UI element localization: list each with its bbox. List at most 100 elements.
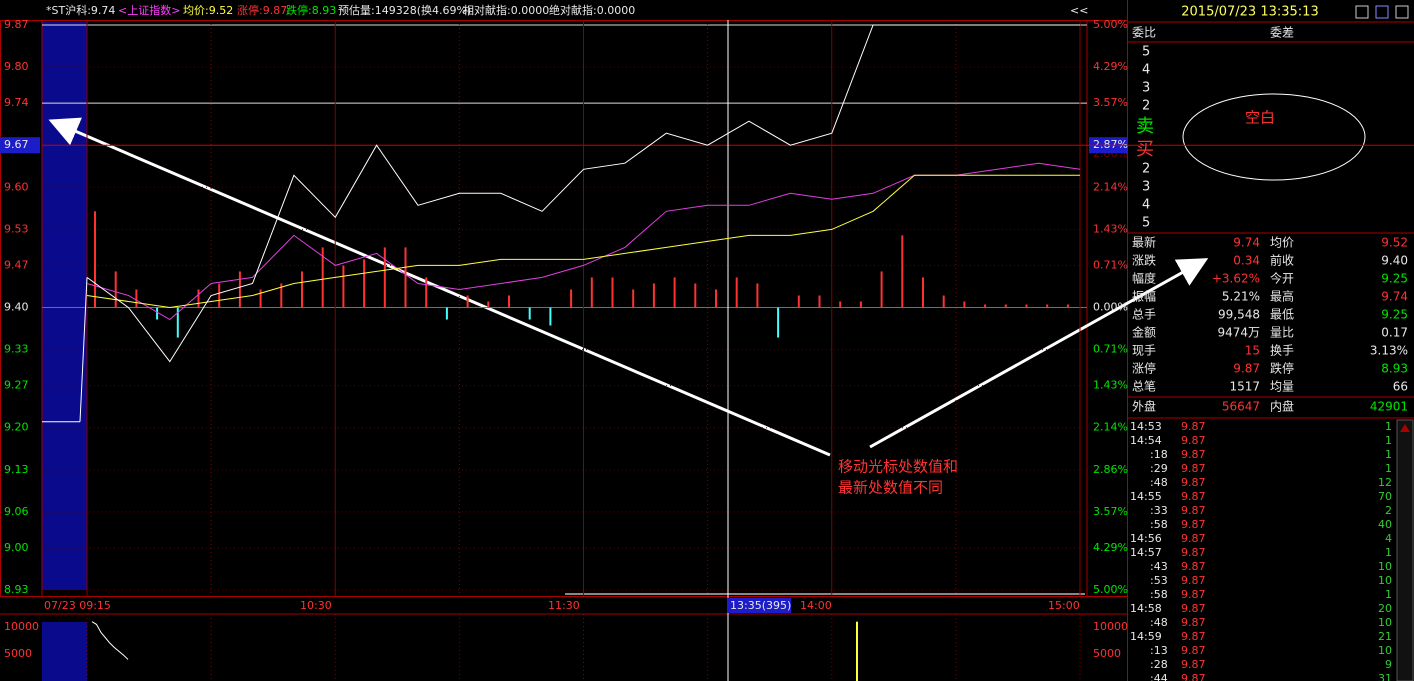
percent-tick-label: 0.71% (1093, 258, 1128, 271)
quote-label: 最新 (1132, 235, 1156, 250)
blank-label: 空白 (1245, 109, 1275, 127)
price-tick-label: 9.47 (4, 258, 29, 271)
toolbar-icons[interactable] (1355, 5, 1409, 19)
tick-volume: 1 (1385, 462, 1392, 475)
quote-label: 总笔 (1132, 379, 1156, 394)
quote-value: 9.74 (1381, 290, 1408, 304)
sell-label: 卖 (1136, 116, 1154, 137)
quote-label: 换手 (1270, 344, 1294, 358)
tick-time: :53 (1150, 574, 1168, 587)
percent-tick-label: 2.86% (1093, 463, 1128, 476)
tick-price: 9.87 (1181, 448, 1206, 461)
tick-volume: 31 (1378, 672, 1392, 681)
quote-value: 0.34 (1233, 254, 1260, 268)
tick-price: 9.87 (1181, 490, 1206, 503)
inner-label: 内盘 (1270, 399, 1294, 414)
buy-level: 2 (1142, 162, 1150, 177)
buy-level: 4 (1142, 198, 1150, 213)
datetime: 2015/07/23 13:35:13 (1181, 5, 1318, 20)
percent-tick-label: 5.00% (1093, 18, 1128, 31)
order-diff: 委差 (1270, 26, 1294, 40)
quote-label: 振幅 (1132, 289, 1156, 304)
tick-price: 9.87 (1181, 504, 1206, 517)
time-label: 11:30 (548, 599, 580, 612)
header-avg: 均价:9.52 (183, 4, 233, 17)
tick-time: 14:58 (1130, 602, 1162, 615)
percent-tick-label: 1.43% (1093, 222, 1128, 235)
volume-line (91, 621, 129, 660)
percent-tick-label: 1.43% (1093, 379, 1128, 392)
tick-volume: 10 (1378, 574, 1392, 587)
tick-price: 9.87 (1181, 574, 1206, 587)
volume-tick-label: 5000 (1093, 647, 1121, 660)
price-tick-label: 9.80 (4, 60, 29, 73)
auction-zone (42, 22, 87, 590)
tick-volume: 1 (1385, 546, 1392, 559)
tick-price: 9.87 (1181, 434, 1206, 447)
quote-value: 99,548 (1218, 308, 1260, 322)
quote-value: 15 (1245, 344, 1260, 358)
percent-tick-label: 5.00% (1093, 583, 1128, 596)
quote-label: 均价 (1270, 236, 1294, 250)
tick-volume: 10 (1378, 644, 1392, 657)
tick-volume: 21 (1378, 630, 1392, 643)
price-tick-label: 9.60 (4, 180, 29, 193)
tick-price: 9.87 (1181, 602, 1206, 615)
tick-time: 14:54 (1130, 434, 1162, 447)
scroll-up[interactable] (1400, 424, 1410, 432)
tick-price: 9.87 (1181, 616, 1206, 629)
header-rel: 相对献指:0.0000 (463, 3, 549, 17)
tick-time: 14:55 (1130, 490, 1162, 503)
header-stock: *ST沪科:9.74 (46, 3, 115, 17)
tick-price: 9.87 (1181, 420, 1206, 433)
tick-time: :29 (1150, 462, 1168, 475)
quote-value: 1517 (1229, 380, 1260, 394)
quote-label: 幅度 (1132, 271, 1156, 286)
percent-tick-label: 2.14% (1093, 421, 1128, 434)
quote-label: 今开 (1270, 271, 1294, 286)
tick-time: :48 (1150, 476, 1168, 489)
tick-price: 9.87 (1181, 672, 1206, 681)
cursor-time-box (727, 598, 791, 613)
tick-price: 9.87 (1181, 546, 1206, 559)
tick-volume: 4 (1385, 532, 1392, 545)
quote-label: 前收 (1270, 253, 1294, 268)
buy-level: 5 (1142, 216, 1150, 231)
quote-label: 跌停 (1270, 361, 1294, 376)
price-tick-label: 9.87 (4, 18, 29, 31)
quote-label: 量比 (1270, 326, 1294, 340)
percent-tick-label: 0.00% (1093, 301, 1128, 314)
quote-value: +3.62% (1212, 272, 1260, 286)
tick-price: 9.87 (1181, 462, 1206, 475)
quote-value: 9.87 (1233, 362, 1260, 376)
tick-volume: 1 (1385, 434, 1392, 447)
avg-line (86, 174, 1080, 309)
tick-scrollbar[interactable] (1396, 419, 1414, 681)
tick-price: 9.87 (1181, 518, 1206, 531)
percent-tick-label: 4.29% (1093, 541, 1128, 554)
buy-level: 3 (1142, 180, 1150, 195)
tick-price: 9.87 (1181, 560, 1206, 573)
buy-label: 买 (1136, 139, 1154, 160)
auction-jump (79, 277, 88, 422)
price-tick-label: 9.74 (4, 96, 29, 109)
inner-value: 42901 (1370, 400, 1408, 414)
quote-value: 3.13% (1370, 344, 1408, 358)
tick-price: 9.87 (1181, 658, 1206, 671)
tick-time: :13 (1150, 644, 1168, 657)
tick-price: 9.87 (1181, 644, 1206, 657)
price-tick-label: 9.67 (4, 138, 29, 151)
price-tick-label: 8.93 (4, 583, 29, 596)
price-tick-label: 9.40 (4, 301, 29, 314)
quote-label: 总手 (1132, 308, 1156, 322)
price-line (86, 24, 1080, 363)
time-label: 07/23 09:15 (44, 599, 111, 612)
quote-value: 8.93 (1381, 362, 1408, 376)
quote-value: 9474万 (1217, 326, 1260, 340)
annotation: 移动光标处数值和 (838, 458, 958, 476)
outer-label: 外盘 (1132, 399, 1156, 414)
tick-time: :58 (1150, 518, 1168, 531)
tick-time: :18 (1150, 448, 1168, 461)
quote-label: 最高 (1270, 289, 1294, 304)
